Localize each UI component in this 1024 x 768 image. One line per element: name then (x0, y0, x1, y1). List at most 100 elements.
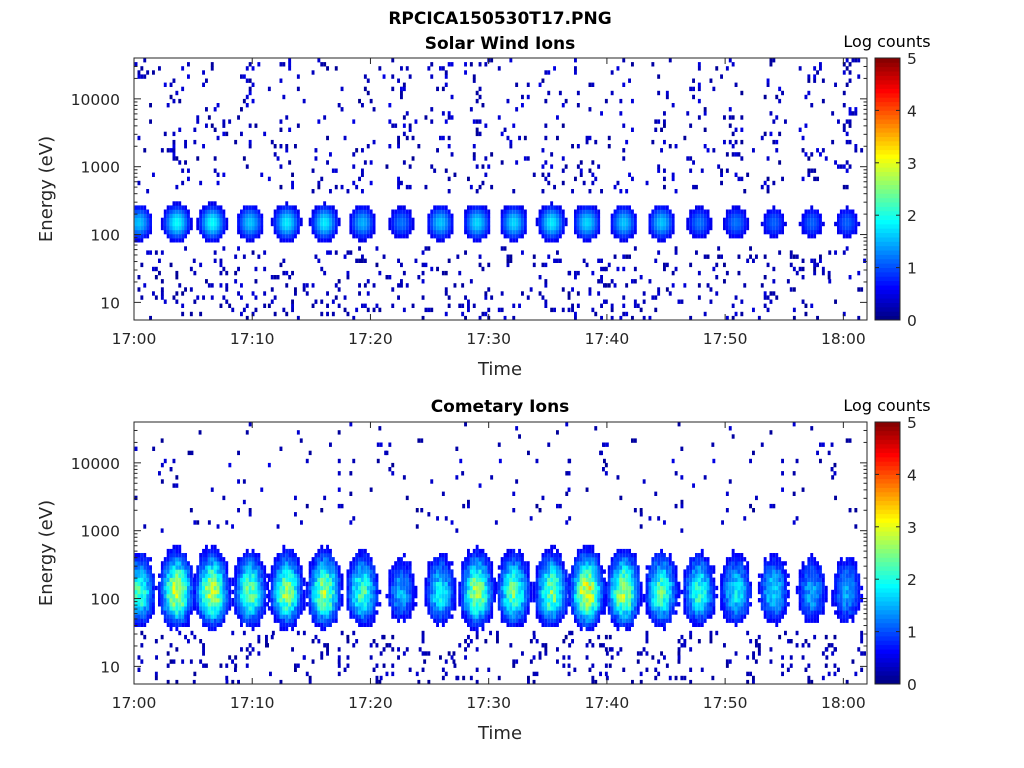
heatmap-cell (140, 589, 144, 595)
heatmap-cell (391, 471, 395, 476)
heatmap-cell (355, 598, 359, 603)
heatmap-cell (550, 544, 554, 550)
heatmap-cell (222, 598, 226, 603)
heatmap-cell (813, 262, 817, 268)
heatmap-cell (484, 217, 488, 223)
heatmap-cell (619, 213, 623, 218)
heatmap-cell (172, 238, 176, 243)
heatmap-cell (169, 593, 173, 599)
heatmap-cell (349, 561, 353, 566)
heatmap-cell (199, 553, 203, 558)
heatmap-cell (769, 217, 773, 223)
heatmap-cell (190, 450, 194, 456)
heatmap-cell (329, 565, 332, 570)
heatmap-cell (500, 618, 504, 623)
heatmap-cell (657, 164, 661, 169)
heatmap-cell (697, 225, 701, 231)
heatmap-cell (326, 569, 329, 574)
heatmap-cell (400, 94, 403, 100)
heatmap-cell (189, 610, 193, 615)
heatmap-cell (385, 643, 389, 648)
heatmap-cell (394, 225, 398, 231)
heatmap-cell (294, 217, 297, 223)
heatmap-cell (323, 201, 327, 206)
y-tick-label: 10 (100, 294, 120, 312)
heatmap-cell (405, 598, 409, 603)
heatmap-cell (242, 630, 246, 636)
heatmap-cell (594, 209, 598, 214)
heatmap-cell (408, 614, 412, 619)
heatmap-cell (273, 295, 277, 300)
heatmap-cell (547, 573, 551, 578)
heatmap-cell (178, 598, 182, 603)
heatmap-cell (140, 66, 144, 71)
heatmap-cell (375, 246, 379, 251)
heatmap-cell (279, 221, 283, 227)
heatmap-cell (181, 221, 185, 227)
heatmap-cell (391, 569, 395, 574)
heatmap-cell (314, 577, 318, 582)
heatmap-cell (352, 180, 356, 186)
heatmap-cell (506, 254, 510, 259)
heatmap-cell (210, 62, 214, 67)
heatmap-cell (447, 213, 451, 218)
heatmap-cell (152, 581, 155, 587)
heatmap-cell (279, 622, 283, 627)
heatmap-cell (645, 180, 649, 186)
heatmap-cell (329, 217, 332, 223)
heatmap-cell (152, 602, 155, 607)
heatmap-cell (692, 184, 695, 190)
heatmap-cell (772, 279, 776, 284)
heatmap-cell (697, 82, 701, 87)
heatmap-cell (279, 606, 283, 611)
heatmap-cell (311, 557, 315, 562)
heatmap-cell (193, 602, 197, 607)
heatmap-cell (526, 82, 530, 87)
heatmap-cell (251, 98, 255, 104)
heatmap-cell (521, 213, 524, 218)
heatmap-cell (369, 565, 373, 570)
heatmap-cell (329, 250, 332, 255)
heatmap-cell (518, 610, 521, 615)
heatmap-cell (550, 606, 554, 611)
heatmap-cell (349, 581, 353, 587)
heatmap-cell (408, 127, 412, 132)
heatmap-cell (375, 675, 379, 681)
heatmap-cell (245, 213, 249, 218)
heatmap-cell (163, 131, 167, 137)
heatmap-cell (441, 213, 445, 218)
heatmap-cell (340, 86, 344, 92)
heatmap-cell (515, 610, 519, 615)
heatmap-cell (766, 82, 770, 87)
heatmap-cell (503, 589, 507, 595)
heatmap-cell (574, 58, 577, 63)
heatmap-cell (379, 442, 383, 447)
heatmap-cell (254, 279, 258, 284)
heatmap-cell (604, 283, 608, 288)
heatmap-cell (506, 561, 510, 566)
heatmap-cell (219, 614, 223, 619)
heatmap-cell (291, 229, 294, 235)
heatmap-cell (798, 221, 802, 227)
heatmap-cell (731, 225, 735, 231)
heatmap-cell (400, 225, 403, 231)
heatmap-cell (503, 581, 507, 587)
heatmap-cell (366, 225, 370, 231)
heatmap-cell (248, 62, 252, 67)
heatmap-cell (654, 295, 658, 300)
heatmap-cell (163, 299, 167, 304)
heatmap-cell (798, 127, 802, 132)
heatmap-cell (219, 602, 223, 607)
heatmap-cell (302, 593, 306, 599)
heatmap-cell (294, 663, 297, 668)
heatmap-cell (207, 553, 211, 558)
heatmap-cell (408, 573, 412, 578)
heatmap-cell (394, 593, 398, 599)
heatmap-cell (625, 234, 629, 239)
heatmap-cell (245, 614, 249, 619)
heatmap-cell (296, 581, 300, 587)
heatmap-cell (622, 205, 626, 210)
heatmap-cell (311, 573, 315, 578)
heatmap-cell (433, 577, 437, 582)
heatmap-cell (355, 610, 359, 615)
